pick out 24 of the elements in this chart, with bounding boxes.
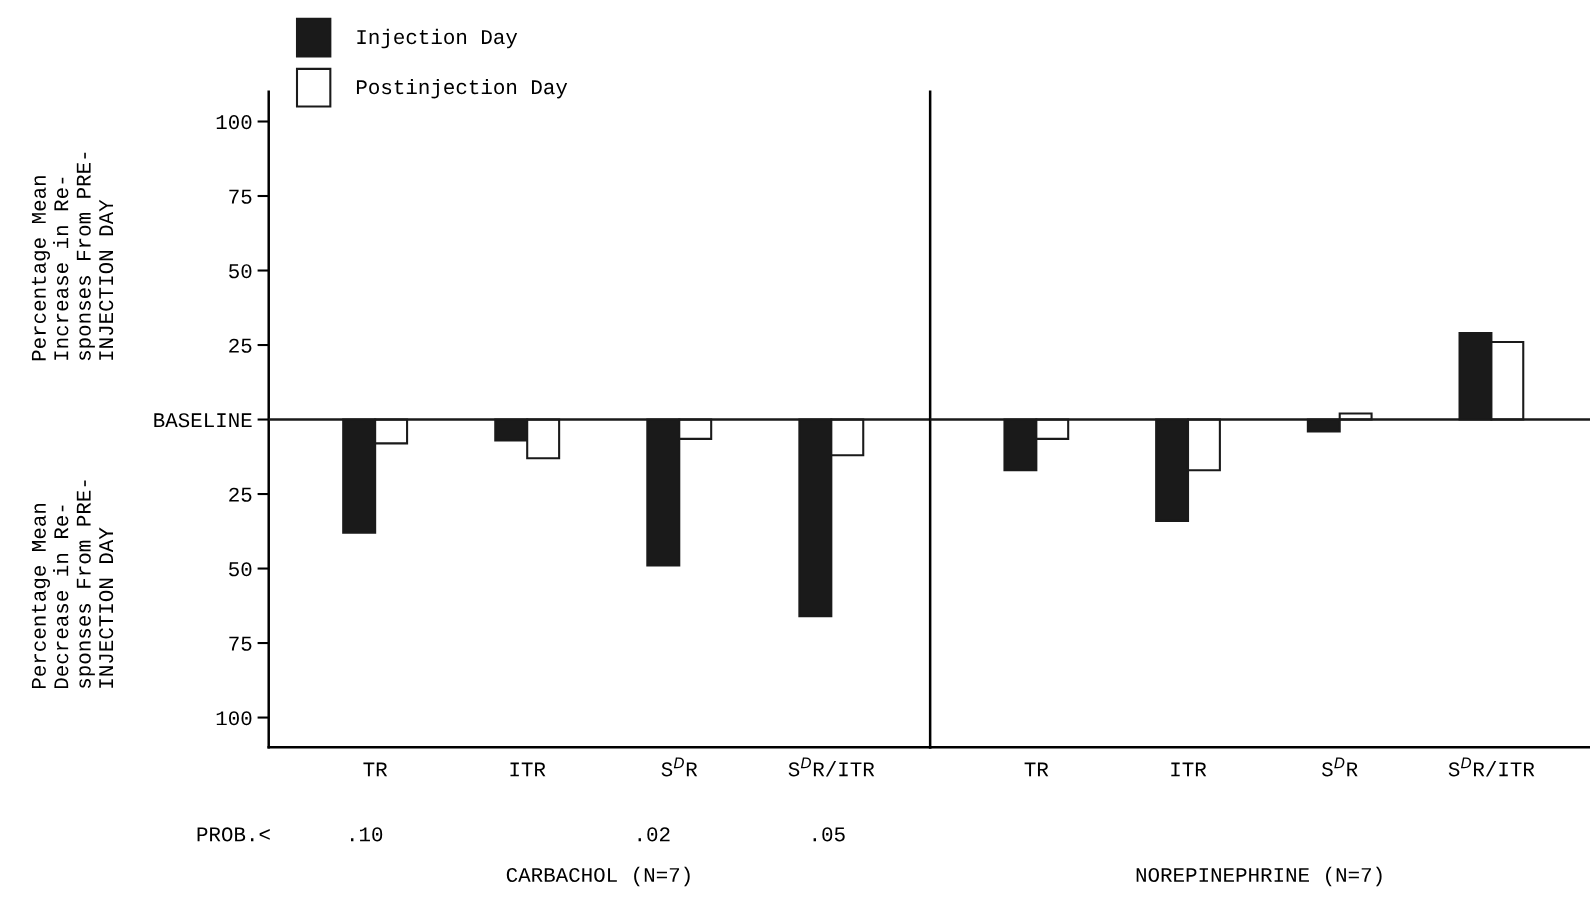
text: Percentage Mean Decrease in Re- sponses From PRE- INJECTION DAY: [31, 480, 114, 689]
y-tick-label: 50: [229, 264, 252, 279]
x-tick-label: ITR: [510, 762, 546, 777]
y-tick-label: 75: [229, 636, 252, 651]
y-tick-label: 75: [229, 189, 252, 204]
x-tick-label: TR: [363, 762, 388, 777]
x-tick-label: TR: [1024, 762, 1049, 777]
y-axis-title: Percentage Mean Increase in Re- sponses From PRE- INJECTION DAY: [31, 152, 114, 361]
x-tick-label: ITR: [1171, 762, 1207, 777]
x-tick-label: S$^{D}$R/ITR: [788, 757, 875, 777]
x-tick-label: S$^{D}$R: [1321, 757, 1358, 777]
y-tick-label: 25: [229, 487, 252, 502]
y-tick-label: 50: [229, 562, 252, 577]
y-tick-label: 25: [229, 338, 252, 353]
x-tick-label: S$^{D}$R: [661, 757, 698, 777]
x-tick-label: S$^{D}$R/ITR: [1448, 757, 1535, 777]
y-tick-label: BASELINE: [154, 413, 252, 428]
legend-label: Injection Day: [357, 28, 518, 49]
y-tick-label: 100: [216, 711, 252, 726]
text: PROB.< .10 .02 .05: [197, 827, 845, 842]
x-axis-title: CARBACHOL (N=7): [506, 866, 690, 887]
y-tick-label: 100: [216, 115, 252, 130]
legend-label: Postinjection Day: [356, 78, 568, 99]
x-axis-title: NOREPINEPHRINE (N=7): [1136, 866, 1382, 887]
